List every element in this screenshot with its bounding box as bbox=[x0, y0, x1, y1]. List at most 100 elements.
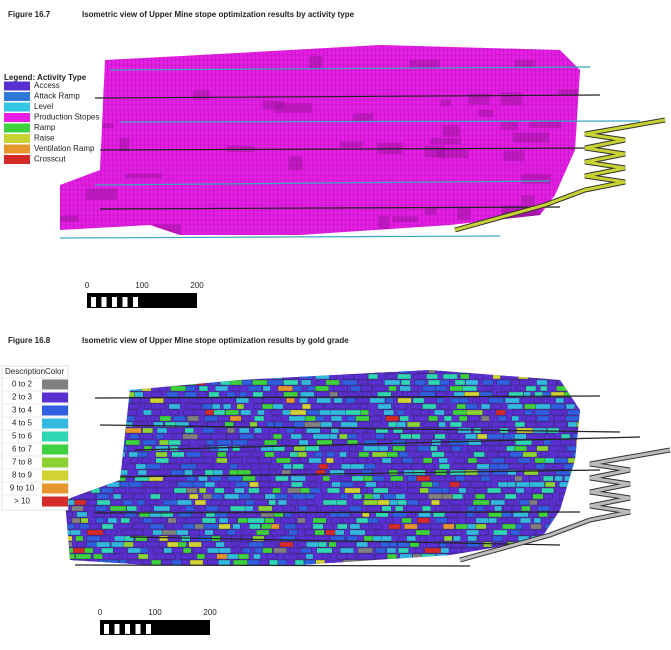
stope-block bbox=[583, 404, 592, 409]
figure-caption: Isometric view of Upper Mine stope optim… bbox=[82, 10, 355, 19]
stope-block bbox=[346, 469, 357, 476]
stope-block bbox=[462, 385, 480, 392]
stope-block bbox=[439, 445, 451, 452]
stope-block bbox=[358, 451, 370, 458]
stope-block bbox=[218, 481, 230, 488]
legend-swatch bbox=[4, 123, 30, 133]
stope-block bbox=[283, 463, 292, 470]
stope-block bbox=[298, 439, 309, 446]
stope-block bbox=[193, 566, 210, 571]
stope-block bbox=[584, 482, 595, 487]
stope-block bbox=[536, 415, 550, 422]
stope-block bbox=[242, 475, 256, 482]
stope-block bbox=[315, 559, 325, 565]
shadow bbox=[98, 123, 114, 129]
stope-block bbox=[537, 505, 550, 512]
stope-block bbox=[536, 566, 549, 571]
stope-block bbox=[75, 553, 92, 560]
stope-block bbox=[327, 487, 340, 494]
stope-block bbox=[301, 379, 312, 386]
stope-block bbox=[377, 403, 392, 410]
stope-block bbox=[84, 433, 101, 440]
legend-label: Crosscut bbox=[34, 155, 66, 164]
stope-block bbox=[358, 421, 371, 428]
stope-block bbox=[422, 385, 437, 392]
stope-block bbox=[532, 493, 545, 500]
stope-block bbox=[477, 445, 490, 452]
stope-block bbox=[397, 499, 407, 506]
stope-block bbox=[507, 481, 516, 488]
stope-block bbox=[89, 523, 102, 530]
stope-block bbox=[554, 373, 563, 380]
stope-block bbox=[154, 566, 165, 571]
stope-block bbox=[516, 385, 527, 392]
stope-block bbox=[503, 421, 516, 428]
stope-block bbox=[76, 487, 90, 494]
stope-block bbox=[216, 439, 232, 446]
stope-block bbox=[125, 463, 137, 470]
stope-block bbox=[299, 457, 308, 464]
stope-block bbox=[360, 385, 373, 392]
stope-block bbox=[380, 535, 392, 542]
stope-block bbox=[464, 493, 473, 500]
stope-block bbox=[141, 505, 152, 512]
stope-block bbox=[357, 457, 368, 464]
stope-block bbox=[260, 475, 270, 482]
shadow bbox=[409, 59, 440, 69]
stope-block bbox=[241, 415, 250, 422]
stope-block bbox=[184, 469, 194, 476]
stope-block bbox=[392, 566, 405, 571]
scale-tick bbox=[146, 624, 151, 634]
stope-block bbox=[453, 535, 461, 542]
stope-block bbox=[259, 487, 274, 494]
stope-block bbox=[395, 493, 406, 500]
stope-block bbox=[490, 499, 505, 506]
stope-block bbox=[262, 391, 277, 398]
stope-block bbox=[167, 566, 177, 571]
level-line bbox=[99, 147, 601, 151]
stope-block bbox=[314, 451, 323, 458]
stope-block bbox=[487, 487, 502, 494]
stope-block bbox=[109, 397, 118, 404]
stope-block bbox=[100, 487, 114, 494]
stope-block bbox=[492, 469, 510, 476]
grade-label: > 10 bbox=[14, 497, 30, 506]
stope-block bbox=[524, 409, 533, 416]
stope-block bbox=[565, 541, 579, 548]
stope-block bbox=[398, 451, 409, 458]
stope-block bbox=[166, 427, 184, 434]
stope-block bbox=[159, 379, 168, 386]
stope-block bbox=[428, 415, 438, 422]
stope-block bbox=[573, 493, 580, 500]
stope-block bbox=[484, 481, 492, 488]
stope-block bbox=[78, 445, 94, 452]
stope-block bbox=[383, 493, 398, 500]
table-header: Description bbox=[5, 367, 45, 376]
stope-block bbox=[102, 403, 116, 410]
stope-block bbox=[133, 493, 145, 500]
stope-block bbox=[105, 439, 121, 446]
stope-block bbox=[194, 499, 207, 506]
stope-block bbox=[101, 463, 111, 470]
stope-block bbox=[310, 403, 323, 410]
stope-block bbox=[465, 379, 479, 386]
stope-block bbox=[361, 566, 374, 571]
stope-block bbox=[322, 475, 330, 482]
stope-block bbox=[423, 421, 439, 428]
stope-block bbox=[84, 547, 94, 554]
stope-block bbox=[203, 457, 214, 464]
shadow bbox=[503, 150, 525, 161]
stope-block bbox=[383, 409, 394, 416]
stope-block bbox=[283, 553, 300, 560]
stope-block bbox=[575, 439, 580, 446]
stope-block bbox=[297, 451, 307, 458]
stope-block bbox=[564, 475, 572, 482]
stope-block bbox=[521, 547, 536, 554]
stope-block bbox=[375, 427, 389, 434]
stope-block bbox=[229, 463, 238, 470]
stope-block bbox=[338, 541, 357, 548]
stope-block bbox=[330, 415, 343, 422]
legend-label: Production Stopes bbox=[34, 113, 99, 122]
stope-block bbox=[473, 451, 485, 458]
stope-block bbox=[347, 439, 358, 446]
